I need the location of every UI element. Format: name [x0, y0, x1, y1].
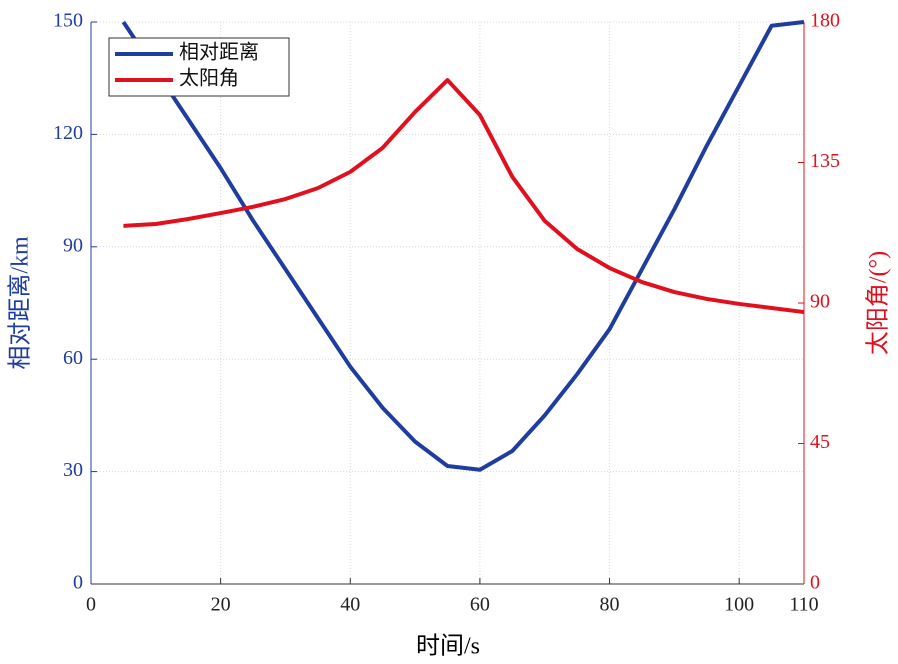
y-tick-label: 120 — [53, 122, 83, 144]
legend-label: 太阳角 — [179, 67, 239, 90]
x-tick-label: 110 — [789, 594, 818, 616]
x-tick-label: 20 — [211, 594, 231, 616]
x-tick-label: 100 — [724, 594, 754, 616]
x-tick-label: 80 — [600, 594, 620, 616]
x-tick-label: 60 — [470, 594, 490, 616]
x-tick-label: 0 — [86, 594, 96, 616]
y2-tick-label: 90 — [810, 291, 830, 313]
y-tick-label: 30 — [63, 459, 83, 481]
y-tick-label: 90 — [63, 234, 83, 256]
line-series — [121, 20, 805, 472]
y2-axis-label: 太阳角/(°) — [865, 251, 892, 355]
y-tick-label: 0 — [73, 572, 83, 594]
y2-tick-label: 180 — [810, 10, 840, 32]
y2-tick-label: 135 — [810, 150, 840, 172]
y-tick-label: 60 — [63, 347, 83, 369]
y-tick-label: 150 — [53, 10, 83, 32]
y2-tick-label: 0 — [810, 572, 820, 594]
x-tick-label: 40 — [340, 594, 360, 616]
y-axis-label: 相对距离/km — [7, 236, 34, 370]
legend-box — [108, 37, 290, 97]
line-series — [123, 78, 805, 315]
x-axis-label: 时间/s — [416, 633, 480, 660]
y2-tick-label: 45 — [810, 431, 830, 453]
legend-label: 相对距离 — [179, 41, 259, 64]
